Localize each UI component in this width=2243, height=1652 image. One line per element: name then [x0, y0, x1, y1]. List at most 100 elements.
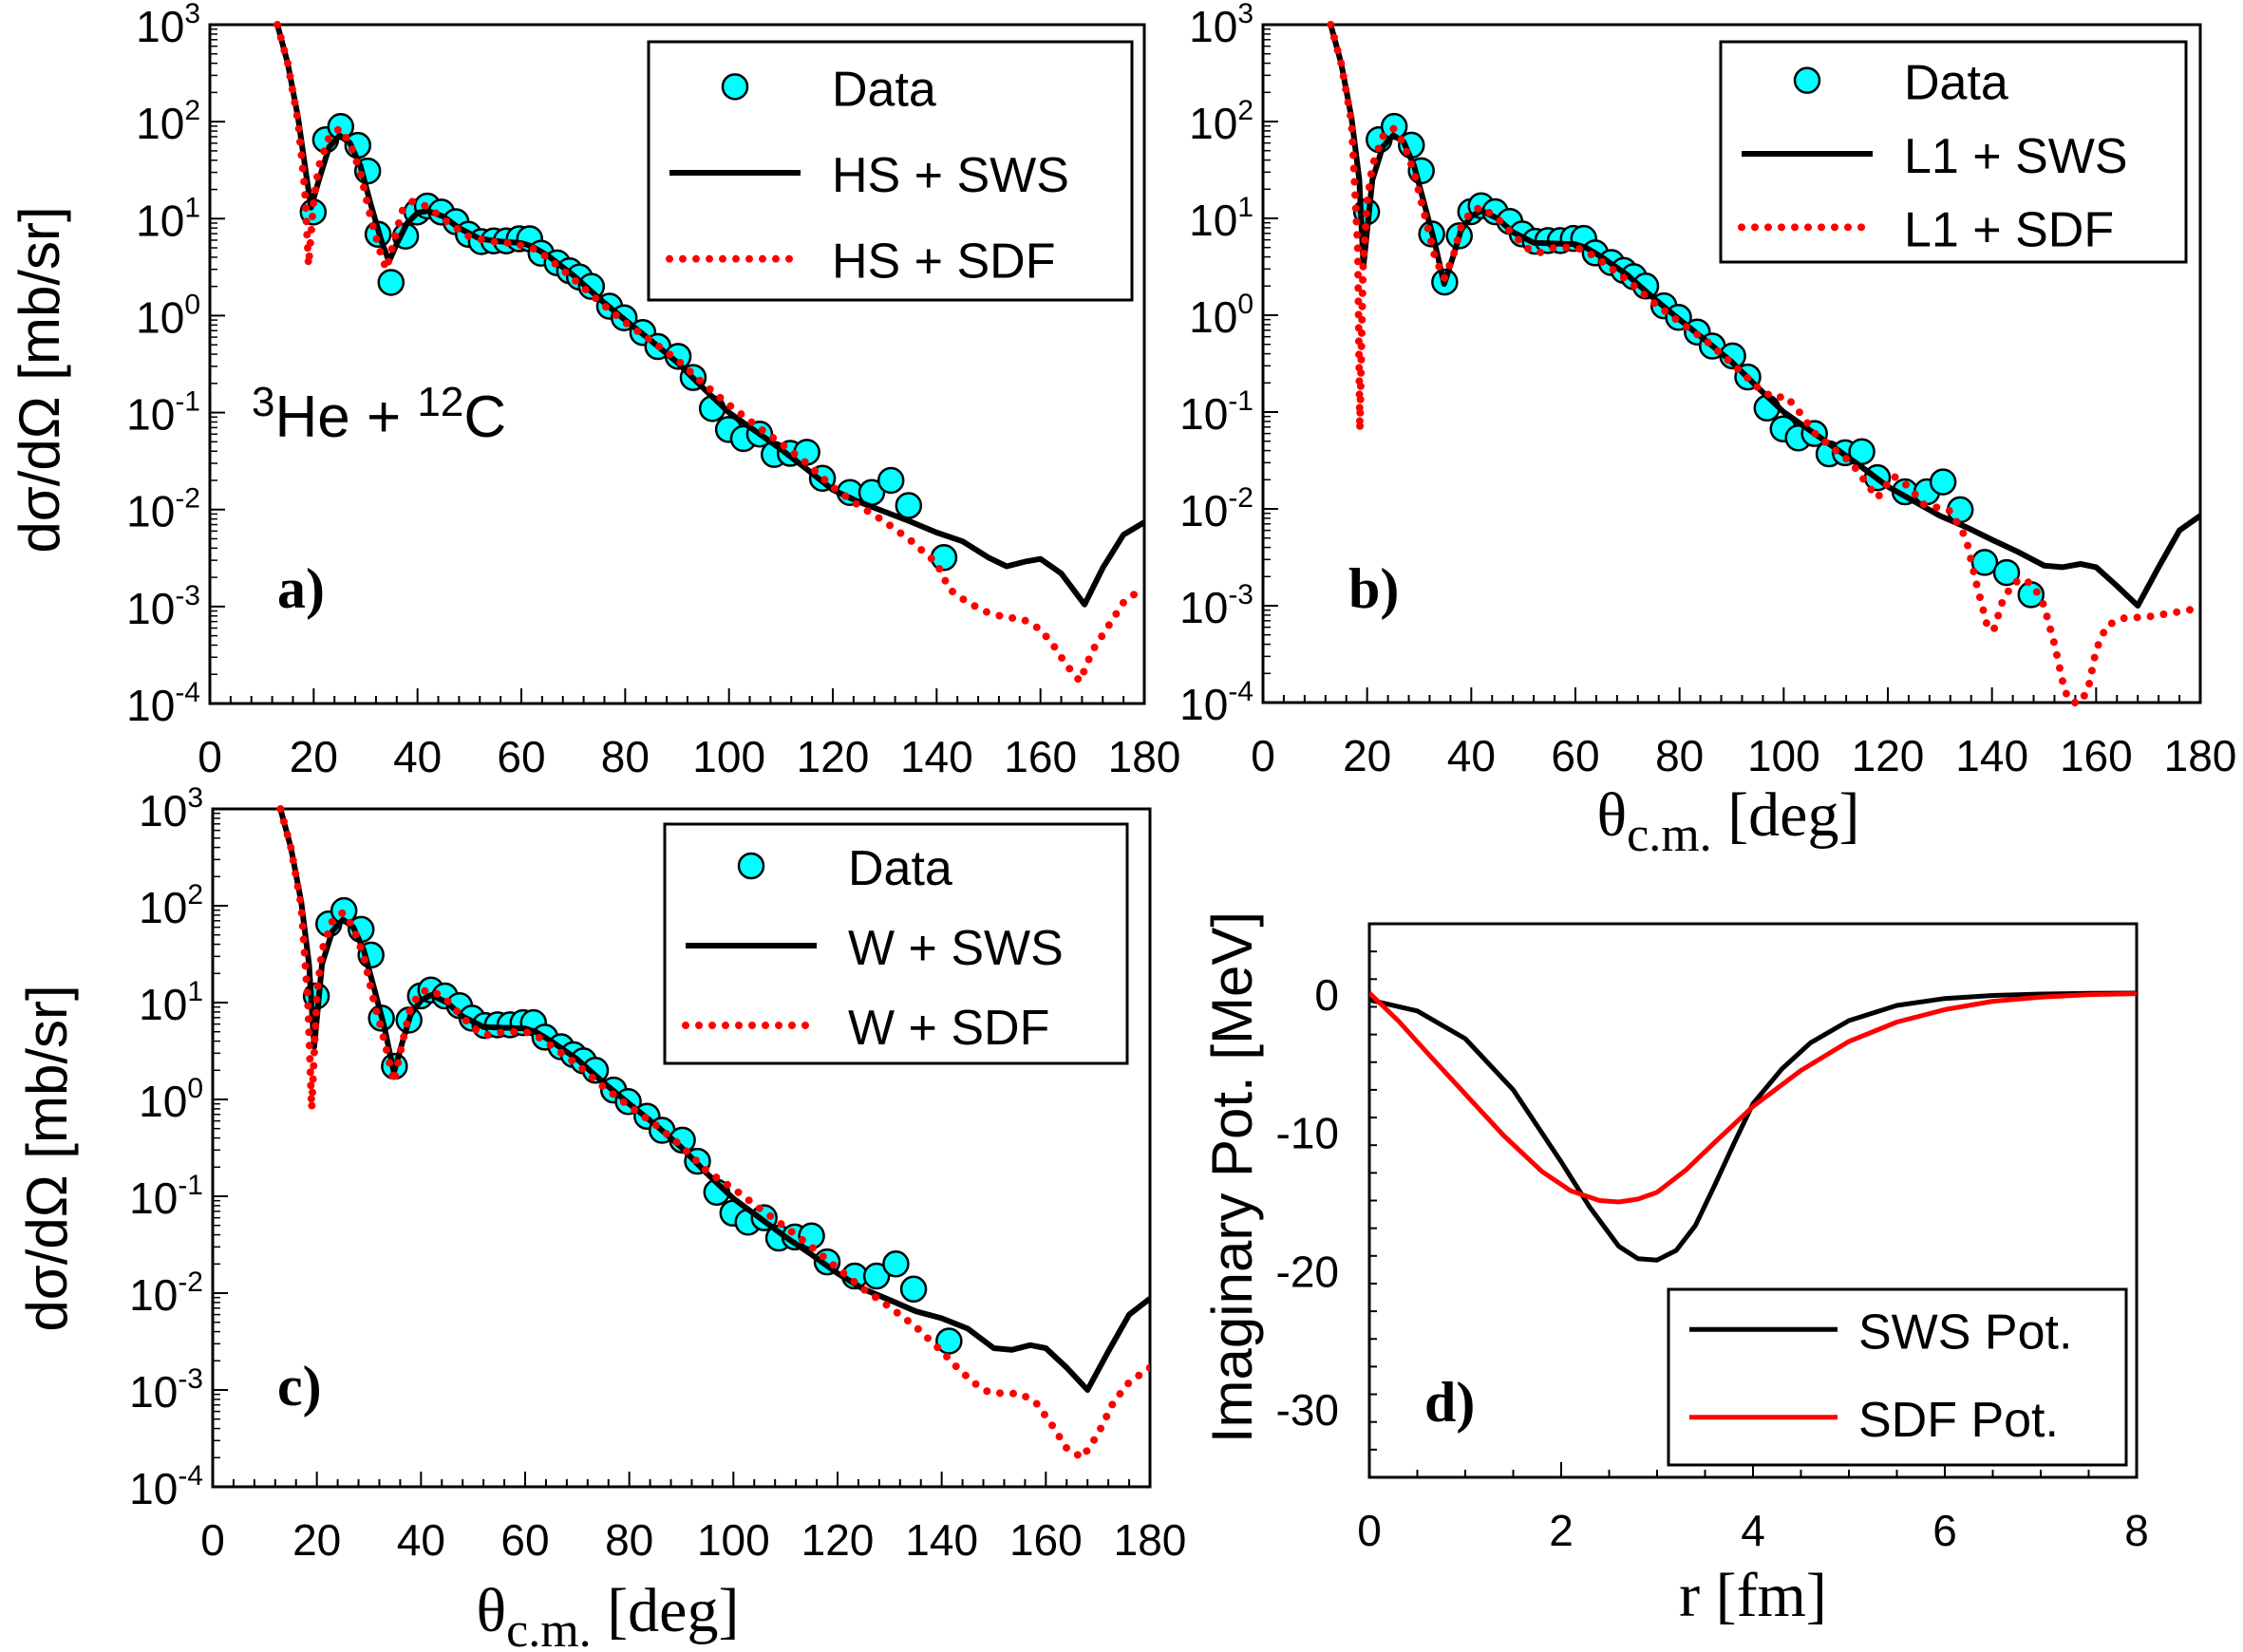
y-tick-exponent: 2 — [1237, 95, 1253, 126]
y-tick-label: 100 — [136, 289, 200, 342]
legend-label: Data — [1904, 56, 2008, 111]
y-tick-label: -20 — [1276, 1247, 1339, 1296]
y-tick-exponent: 1 — [184, 192, 200, 223]
y-tick-exponent: 3 — [187, 782, 203, 814]
series-line-sws-pot- — [1369, 990, 2137, 1263]
y-tick-base: 10 — [126, 584, 175, 633]
y-tick-exponent: -3 — [175, 580, 200, 611]
legend-label: Data — [848, 841, 952, 896]
x-axis-title-rest: [deg] — [592, 1576, 740, 1645]
panel-label: d) — [1424, 1371, 1475, 1434]
y-tick-exponent: -1 — [175, 386, 200, 418]
legend-label: Data — [832, 62, 936, 117]
x-axis-title: r [fm] — [1679, 1561, 1827, 1630]
y-tick-label: -10 — [1276, 1109, 1339, 1158]
data-point — [895, 492, 923, 519]
legend-marker-data — [1793, 66, 1821, 94]
plot-area — [1327, 21, 2200, 706]
legend-marker-data — [721, 73, 749, 101]
y-tick-exponent: -2 — [178, 1267, 203, 1298]
x-tick-label: 100 — [697, 1515, 770, 1565]
y-tick-label: 10-2 — [126, 483, 200, 536]
x-tick-label: 80 — [605, 1515, 653, 1565]
y-tick-base: 10 — [139, 1077, 187, 1126]
y-tick-base: 10 — [126, 390, 175, 440]
x-tick-label: 4 — [1741, 1506, 1765, 1555]
y-tick-label: 10-1 — [129, 1170, 203, 1223]
y-tick-label: 101 — [1189, 192, 1253, 245]
data-point — [876, 466, 905, 495]
y-tick-base: 10 — [1189, 2, 1237, 51]
y-tick-base: 10 — [126, 681, 175, 730]
panel-b: 0 20 40 60 80 100 120 140 160 18010310210110010-1… — [1179, 0, 2236, 862]
y-tick-base: 10 — [129, 1367, 178, 1417]
x-tick-label: 60 — [1551, 731, 1599, 780]
x-axis-title-rest: [deg] — [1712, 780, 1860, 850]
x-tick-label: 180 — [1114, 1515, 1187, 1565]
x-tick-label: 100 — [692, 732, 765, 781]
y-tick-label: 10-4 — [126, 677, 200, 730]
legend: Data HS + SWS HS + SDF — [647, 40, 1134, 302]
series-line-l1-sdf — [1327, 21, 2200, 706]
y-tick-exponent: 2 — [184, 95, 200, 126]
y-tick-label: 0 — [1314, 970, 1339, 1020]
y-tick-base: 10 — [129, 1173, 178, 1223]
x-axis: 0 20 40 60 80 100 120 140 160 180 — [200, 1472, 1186, 1565]
x-tick-label: 0 — [200, 1515, 225, 1565]
data-point — [377, 269, 405, 296]
x-tick-label: 60 — [500, 1515, 549, 1565]
data-point — [899, 1275, 928, 1304]
y-tick-exponent: -1 — [1228, 385, 1253, 417]
y-tick-base: 10 — [129, 1270, 178, 1320]
x-tick-label: 180 — [2164, 731, 2237, 780]
y-tick-base: 10 — [136, 2, 184, 51]
legend: Data L1 + SWS L1 + SDF — [1719, 40, 2188, 264]
y-tick-base: 10 — [136, 196, 184, 245]
x-axis: 0 20 40 60 80 100 120 140 160 180 — [1251, 687, 2236, 780]
y-tick-label: 10-2 — [1179, 482, 1253, 535]
y-tick-exponent: 0 — [184, 289, 200, 320]
x-tick-label: 20 — [292, 1515, 341, 1565]
y-tick-label: -30 — [1276, 1385, 1339, 1435]
y-tick-base: 10 — [1189, 99, 1237, 148]
y-tick-label: 101 — [136, 192, 200, 245]
y-tick-label: 103 — [136, 0, 200, 51]
y-tick-exponent: 1 — [187, 976, 203, 1007]
y-tick-exponent: -1 — [178, 1170, 203, 1201]
x-axis-title-sub: c.m. — [506, 1604, 592, 1652]
x-tick-label: 140 — [905, 1515, 978, 1565]
legend-label: SWS Pot. — [1858, 1305, 2072, 1360]
y-tick-base: 10 — [139, 883, 187, 932]
y-tick-exponent: 2 — [187, 879, 203, 910]
legend-label: W + SDF — [848, 1001, 1049, 1056]
y-tick-label: 102 — [136, 95, 200, 148]
x-axis: 0 2 4 6 8 — [1357, 1462, 2149, 1555]
y-tick-exponent: -4 — [178, 1460, 203, 1492]
reaction-annotation: 3He + 12C — [252, 379, 506, 450]
series-line-w-sws — [277, 808, 1150, 1393]
y-tick-label: 10-1 — [1179, 385, 1253, 439]
y-tick-base: 10 — [139, 980, 187, 1029]
plot-area — [1369, 990, 2137, 1263]
y-tick-label: 10-3 — [129, 1363, 203, 1417]
y-tick-exponent: 0 — [187, 1073, 203, 1104]
y-tick-label: 10-4 — [129, 1460, 203, 1513]
y-tick-exponent: -4 — [175, 677, 200, 708]
x-tick-label: 120 — [797, 732, 870, 781]
x-tick-label: 40 — [397, 1515, 445, 1565]
y-tick-exponent: -2 — [1228, 482, 1253, 514]
y-tick-label: 103 — [139, 782, 203, 835]
plot-frame — [211, 807, 1152, 1489]
x-tick-label: 140 — [1955, 731, 2028, 780]
data-point — [1970, 549, 1999, 576]
y-tick-label: 102 — [1189, 95, 1253, 148]
x-tick-label: 0 — [1251, 731, 1275, 780]
x-tick-label: 40 — [1447, 731, 1496, 780]
y-tick-base: 10 — [1179, 680, 1228, 729]
x-tick-label: 6 — [1932, 1506, 1957, 1555]
series-line-hs-sws — [274, 24, 1144, 608]
y-tick-exponent: -2 — [175, 483, 200, 515]
